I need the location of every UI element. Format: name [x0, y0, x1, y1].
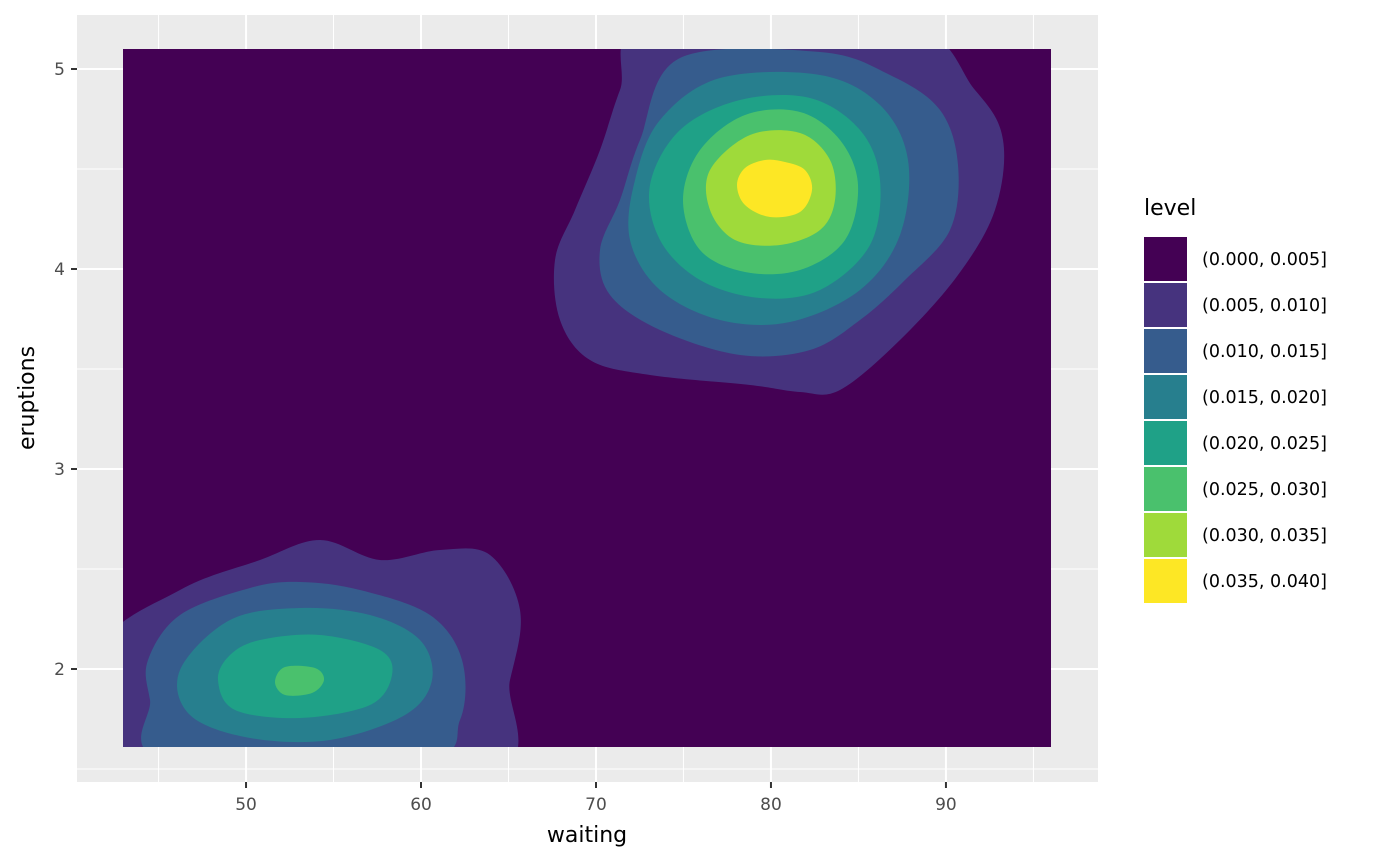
y-tick-label: 3	[54, 460, 65, 480]
legend-key	[1144, 329, 1187, 373]
legend-key	[1144, 283, 1187, 327]
legend-title: level	[1144, 196, 1196, 221]
legend-key	[1144, 559, 1187, 603]
y-tick-label: 5	[54, 60, 65, 80]
legend-label: (0.020, 0.025]	[1202, 434, 1327, 454]
y-tick-label: 4	[54, 260, 65, 280]
x-axis-title: waiting	[547, 823, 627, 848]
y-axis-title: eruptions	[15, 346, 40, 450]
legend-label: (0.015, 0.020]	[1202, 388, 1327, 408]
legend-key	[1144, 513, 1187, 557]
legend-label: (0.030, 0.035]	[1202, 526, 1327, 546]
y-tick-label: 2	[54, 660, 65, 680]
x-tick-label: 50	[235, 795, 257, 815]
x-tick-label: 90	[935, 795, 957, 815]
legend-label: (0.000, 0.005]	[1202, 250, 1327, 270]
legend-label: (0.035, 0.040]	[1202, 572, 1327, 592]
legend-key	[1144, 375, 1187, 419]
legend-label: (0.025, 0.030]	[1202, 480, 1327, 500]
legend-label: (0.010, 0.015]	[1202, 342, 1327, 362]
legend-label: (0.005, 0.010]	[1202, 296, 1327, 316]
legend-key	[1144, 237, 1187, 281]
contour-band	[737, 159, 813, 218]
contour-band	[275, 665, 325, 696]
x-tick-label: 80	[760, 795, 782, 815]
legend-key	[1144, 467, 1187, 511]
legend-key	[1144, 421, 1187, 465]
x-tick-label: 60	[410, 795, 432, 815]
x-tick-label: 70	[585, 795, 607, 815]
